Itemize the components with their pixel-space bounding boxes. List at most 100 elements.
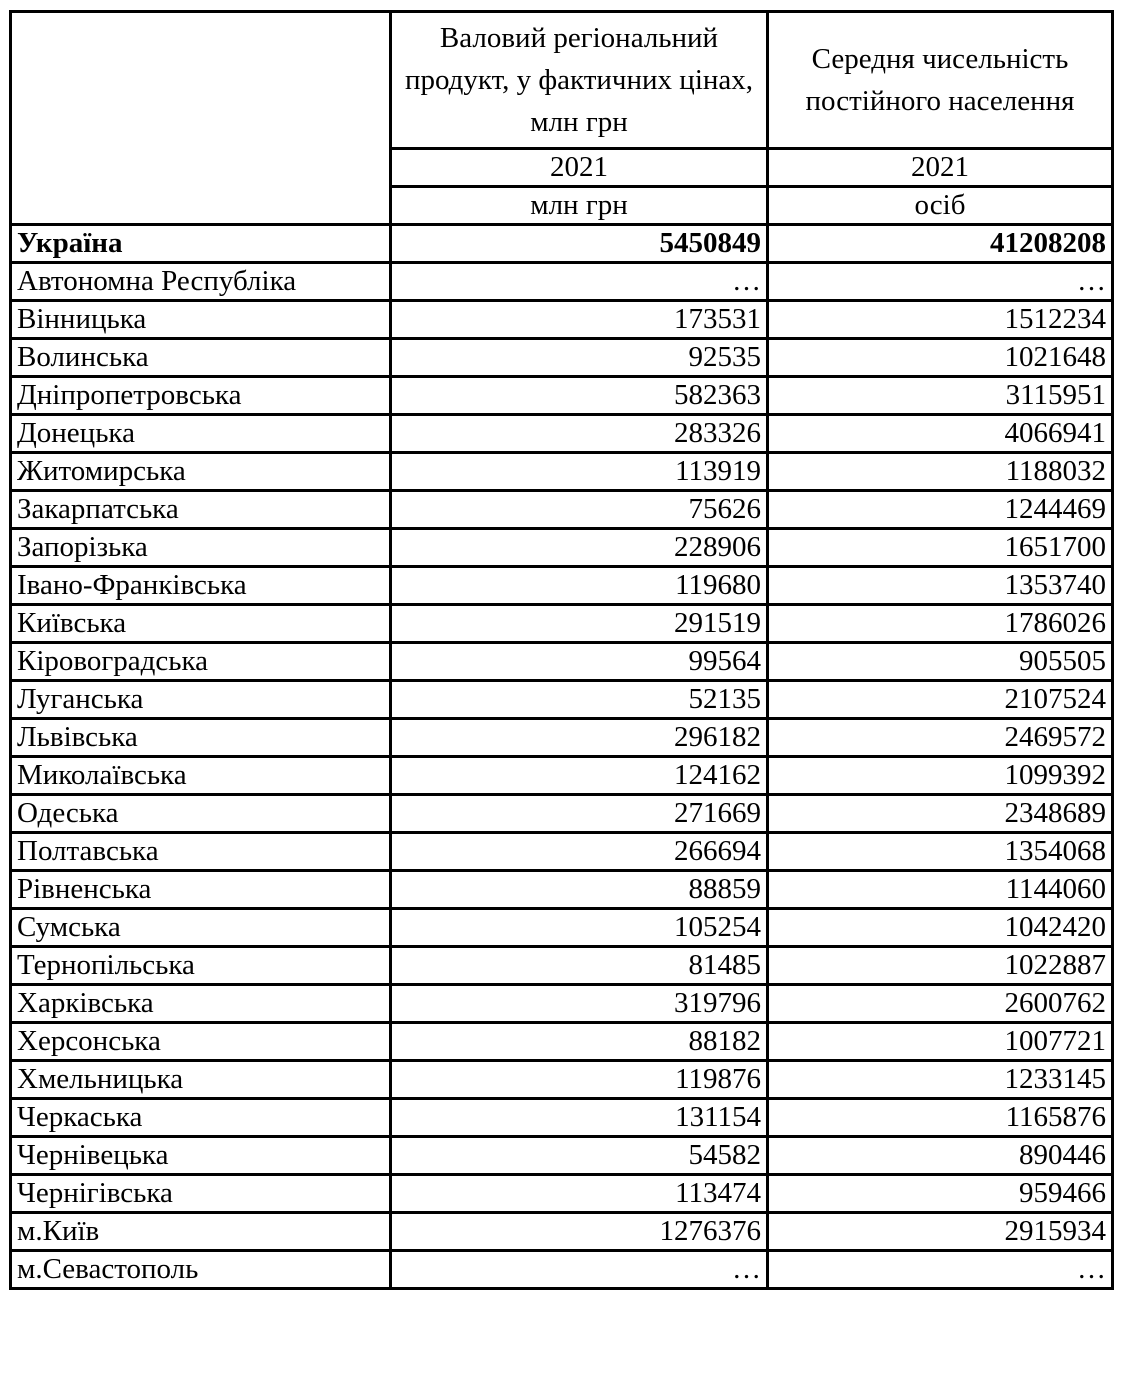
year-population: 2021 [766, 147, 1114, 188]
region-cell: Харківська [9, 983, 392, 1024]
population-cell: 41208208 [766, 223, 1114, 264]
population-cell: 1042420 [766, 907, 1114, 948]
region-cell: Полтавська [9, 831, 392, 872]
population-cell: 1354068 [766, 831, 1114, 872]
grp-cell: 173531 [389, 299, 769, 340]
population-cell: 1099392 [766, 755, 1114, 796]
region-cell: Луганська [9, 679, 392, 720]
region-cell: Волинська [9, 337, 392, 378]
table-row: Закарпатська 75626 1244469 [9, 489, 1114, 530]
region-cell: м.Севастополь [9, 1249, 392, 1290]
header-row: Валовий регіональний продукт, у фактични… [9, 10, 1114, 226]
table-row: Автономна Республіка…… [9, 261, 1114, 302]
region-cell: Україна [9, 223, 392, 264]
region-cell: Київська [9, 603, 392, 644]
table-row: Херсонська 88182 1007721 [9, 1021, 1114, 1062]
table-row: Запорізька 228906 1651700 [9, 527, 1114, 568]
table-row: Чернігівська 113474 959466 [9, 1173, 1114, 1214]
region-cell: Одеська [9, 793, 392, 834]
population-cell: 4066941 [766, 413, 1114, 454]
table-row: Київська 291519 1786026 [9, 603, 1114, 644]
population-cell: 890446 [766, 1135, 1114, 1176]
table-row: Івано-Франківська 119680 1353740 [9, 565, 1114, 606]
unit-population: осіб [766, 185, 1114, 226]
region-cell: Житомирська [9, 451, 392, 492]
grp-cell: 88859 [389, 869, 769, 910]
population-cell: 2915934 [766, 1211, 1114, 1252]
region-cell: Черкаська [9, 1097, 392, 1138]
table-row: Одеська 271669 2348689 [9, 793, 1114, 834]
grp-cell: 283326 [389, 413, 769, 454]
region-cell: Дніпропетровська [9, 375, 392, 416]
unit-grp: млн грн [389, 185, 769, 226]
population-cell: 1233145 [766, 1059, 1114, 1100]
table-row: м.Київ 1276376 2915934 [9, 1211, 1114, 1252]
table-row: Кіровоградська 99564 905505 [9, 641, 1114, 682]
grp-cell: 271669 [389, 793, 769, 834]
header-corner-cell [9, 10, 392, 226]
unit-row: млн грн осіб [11, 185, 1114, 226]
population-cell: 2469572 [766, 717, 1114, 758]
region-cell: Миколаївська [9, 755, 392, 796]
grp-cell: 582363 [389, 375, 769, 416]
region-cell: Закарпатська [9, 489, 392, 530]
population-cell: 2600762 [766, 983, 1114, 1024]
grp-cell: 1276376 [389, 1211, 769, 1252]
grp-cell: 291519 [389, 603, 769, 644]
population-cell: 1007721 [766, 1021, 1114, 1062]
grp-cell: 81485 [389, 945, 769, 986]
table-row: Миколаївська 124162 1099392 [9, 755, 1114, 796]
region-cell: Кіровоградська [9, 641, 392, 682]
grp-cell: 5450849 [389, 223, 769, 264]
grp-cell: … [389, 261, 769, 302]
table-row: Дніпропетровська 582363 3115951 [9, 375, 1114, 416]
table-row: Волинська 92535 1021648 [9, 337, 1114, 378]
population-cell: 1353740 [766, 565, 1114, 606]
grp-cell: 113474 [389, 1173, 769, 1214]
region-cell: Чернівецька [9, 1135, 392, 1176]
grp-cell: 113919 [389, 451, 769, 492]
population-cell: 2107524 [766, 679, 1114, 720]
population-cell: 1165876 [766, 1097, 1114, 1138]
grp-cell: 54582 [389, 1135, 769, 1176]
table-row: Хмельницька 119876 1233145 [9, 1059, 1114, 1100]
population-cell: 1512234 [766, 299, 1114, 340]
population-cell: 2348689 [766, 793, 1114, 834]
regional-data-table: Валовий регіональний продукт, у фактични… [9, 10, 1114, 1290]
table-row: Донецька 283326 4066941 [9, 413, 1114, 454]
grp-cell: 296182 [389, 717, 769, 758]
region-cell: Львівська [9, 717, 392, 758]
grp-cell: 52135 [389, 679, 769, 720]
region-cell: Запорізька [9, 527, 392, 568]
region-cell: Донецька [9, 413, 392, 454]
region-cell: Івано-Франківська [9, 565, 392, 606]
grp-cell: 228906 [389, 527, 769, 568]
grp-cell: 105254 [389, 907, 769, 948]
population-cell: 1022887 [766, 945, 1114, 986]
population-cell: 3115951 [766, 375, 1114, 416]
table-row: Чернівецька 54582 890446 [9, 1135, 1114, 1176]
table-row: Вінницька 173531 1512234 [9, 299, 1114, 340]
grp-cell: 119876 [389, 1059, 769, 1100]
population-cell: … [766, 1249, 1114, 1290]
grp-cell: 266694 [389, 831, 769, 872]
population-cell: … [766, 261, 1114, 302]
table-row: Львівська 296182 2469572 [9, 717, 1114, 758]
region-cell: Херсонська [9, 1021, 392, 1062]
region-cell: Чернігівська [9, 1173, 392, 1214]
grp-cell: 75626 [389, 489, 769, 530]
grp-cell: 88182 [389, 1021, 769, 1062]
region-cell: м.Київ [9, 1211, 392, 1252]
table-row: м.Севастополь…… [9, 1249, 1114, 1290]
table-row: Україна 5450849 41208208 [9, 223, 1114, 264]
grp-cell: 319796 [389, 983, 769, 1024]
header-population: Середня чисельність постійного населення [766, 10, 1114, 150]
table-row: Сумська 105254 1042420 [9, 907, 1114, 948]
region-cell: Рівненська [9, 869, 392, 910]
table-row: Тернопільська 81485 1022887 [9, 945, 1114, 986]
grp-cell: 124162 [389, 755, 769, 796]
header-grp: Валовий регіональний продукт, у фактични… [389, 10, 769, 150]
population-cell: 1786026 [766, 603, 1114, 644]
population-cell: 905505 [766, 641, 1114, 682]
grp-cell: 131154 [389, 1097, 769, 1138]
